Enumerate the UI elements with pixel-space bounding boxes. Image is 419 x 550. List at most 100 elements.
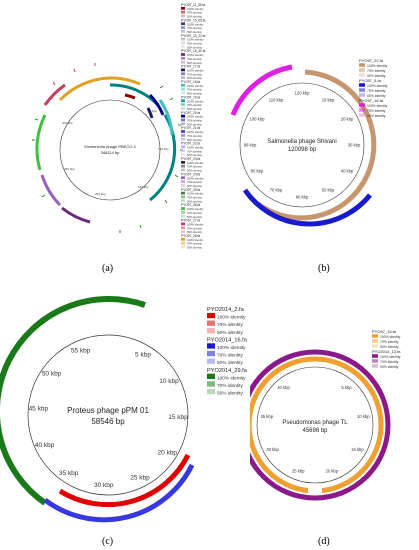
ticks-b: 10 kbp 20 kbp 30 kbp 40 kbp 50 kbp 60 kbp 70 k…	[244, 90, 361, 199]
panel-a-diagram: 50 kbp 100 kbp 150 kbp 200 kbp 250 kbp 3…	[32, 3, 206, 250]
identity-arc	[0, 296, 146, 506]
legend-identity-label: 100% identity	[187, 238, 204, 242]
legend-swatch	[181, 68, 185, 72]
legend-swatch	[372, 334, 378, 338]
legend-file-label: PYO97_26.fa	[181, 203, 200, 207]
legend-swatch	[181, 41, 185, 45]
legend-file-label: PYO97_19.fa	[181, 95, 200, 99]
legend-identity-label: 50% identity	[187, 215, 202, 219]
legend-swatch	[181, 245, 185, 249]
tick-label: 30 kbp	[266, 447, 279, 452]
legend-swatch	[181, 37, 185, 41]
legend-identity-label: 100% identity	[217, 345, 246, 351]
legend-swatch	[359, 68, 365, 72]
legend-identity-label: 50% identity	[187, 76, 202, 80]
identity-arc	[242, 188, 372, 227]
legend-file-label: PYO97_23.fa	[181, 157, 200, 161]
tick-label: 30 kbp	[94, 482, 114, 489]
legend-identity-label: 50% identity	[367, 114, 386, 118]
tick-label: 250 kbp	[64, 167, 75, 171]
legend-identity-label: 100% identity	[187, 115, 204, 119]
tick-label: 300 kbp	[62, 121, 73, 125]
legend-swatch	[181, 30, 185, 33]
genome-size: 348114 bp	[101, 150, 120, 155]
legend-swatch	[181, 211, 185, 214]
legend-swatch	[207, 350, 215, 357]
tick-label: 30 kbp	[348, 142, 361, 147]
legend-identity-label: 50% identity	[187, 246, 202, 250]
identity-arc	[124, 93, 136, 100]
legend-swatch	[181, 237, 185, 241]
legend-identity-label: 70% identity	[187, 103, 202, 107]
legend-identity-label: 70% identity	[380, 360, 399, 364]
legend-identity-label: 70% identity	[187, 226, 202, 230]
legend-identity-label: 50% identity	[187, 92, 202, 96]
outer-hit-marks	[52, 63, 96, 86]
legend-swatch	[181, 180, 185, 183]
legend-file-label: PYO97_22.fa	[181, 142, 200, 146]
legend-swatch	[359, 103, 365, 107]
legend-swatch	[181, 114, 185, 118]
legend-swatch	[207, 312, 215, 319]
identity-arc	[43, 463, 195, 523]
tick-label: 100 kbp	[158, 147, 169, 151]
legend-identity-label: 100% identity	[367, 104, 388, 108]
legend-swatch	[181, 14, 185, 18]
tick-label: 50 kbp	[148, 109, 157, 113]
legend-swatch	[181, 134, 185, 137]
legend-identity-label: 70% identity	[217, 322, 244, 328]
legend-identity-label: 100% identity	[187, 176, 204, 180]
tick-label: 10 kbp	[322, 97, 335, 102]
legend-swatch	[372, 344, 378, 348]
legend-swatch	[359, 108, 365, 112]
genome-size: 45696 bp	[302, 428, 328, 434]
legend-identity-label: 100% identity	[217, 375, 246, 381]
genome-backbone-ring	[239, 82, 365, 208]
legend-swatch	[181, 103, 185, 106]
legend-identity-label: 100% identity	[187, 161, 204, 165]
legend-identity-label: 70% identity	[187, 196, 202, 200]
tick-label: 5 kbp	[135, 352, 151, 359]
legend-file-label: PYO97_27.fa	[181, 219, 200, 223]
legend-identity-label: 70% identity	[187, 88, 202, 92]
tick-label: 5 kbp	[341, 385, 352, 390]
legend-file-label: PYO97_20.fa	[181, 111, 200, 115]
legend-swatch	[181, 60, 185, 64]
panel-d-diagram: Pseudomonas phage TL 45696 bp 5 kbp 10 kb…	[250, 329, 401, 501]
legend-identity-label: 100% identity	[217, 315, 246, 321]
genome-size: 58546 bp	[91, 417, 125, 426]
legend-swatch	[181, 72, 185, 76]
tick-label: 10 kbp	[159, 378, 179, 385]
identity-arc	[256, 69, 377, 221]
legend-swatch	[181, 230, 185, 233]
legend-swatch	[181, 137, 185, 141]
tick-label: 60 kbp	[296, 194, 309, 199]
legend-swatch	[181, 222, 185, 226]
legend-identity-label: 70% identity	[217, 383, 244, 389]
legend-swatch	[181, 76, 185, 79]
genome-size: 120098 bp	[288, 147, 317, 153]
legend-identity-label: 70% identity	[187, 180, 202, 184]
legend-identity-label: 100% identity	[187, 84, 204, 88]
legend-identity-label: 70% identity	[187, 42, 202, 46]
legend-identity-label: 50% identity	[187, 169, 202, 173]
genome-title: Salmonella phage Shivani	[267, 139, 336, 145]
legend-identity-label: 100% identity	[187, 145, 204, 149]
legend-identity-label: 70% identity	[187, 26, 202, 30]
legend-swatch	[181, 207, 185, 210]
legend-swatch	[372, 354, 378, 358]
legend-identity-label: 70% identity	[187, 119, 202, 123]
legend-identity-label: 70% identity	[187, 11, 202, 15]
legend-swatch	[181, 10, 185, 14]
legend-swatch	[181, 226, 185, 230]
legend-identity-label: 50% identity	[187, 61, 202, 65]
legend-swatch	[181, 214, 185, 218]
legend-swatch	[181, 153, 185, 156]
legend-file-label: PYO97_15_05.fa	[181, 18, 206, 22]
ticks-d: 5 kbp 10 kbp 15 kbp 20 kbp 25 kbp 30 kbp 35 kb…	[260, 385, 370, 474]
genome-backbone-ring	[256, 366, 374, 484]
tick-label: 150 kbp	[138, 185, 149, 189]
legend-file-label: PYO97_15_22.fa	[181, 34, 206, 38]
